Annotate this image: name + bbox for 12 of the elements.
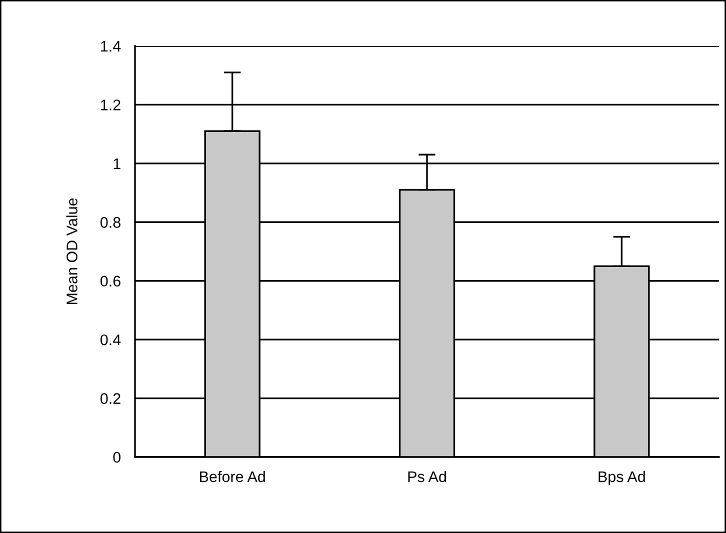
x-tick-label: Bps Ad [598,470,645,486]
y-tick-label: 0.2 [100,393,120,404]
y-tick-label: 1.2 [101,100,120,110]
y-tick-label: 1.4 [101,41,121,52]
y-tick-label: 0.8 [100,217,120,228]
x-tick-label: Ps Ad [408,470,446,482]
y-tick-label: 1 [114,158,120,169]
y-tick-label: 0 [113,452,121,463]
y-tick-label: 0.4 [100,334,121,346]
x-tick-label: Before Ad [200,470,265,482]
y-axis-title: Mean OD Value [66,198,78,304]
y-tick-label: 0.6 [100,276,120,287]
